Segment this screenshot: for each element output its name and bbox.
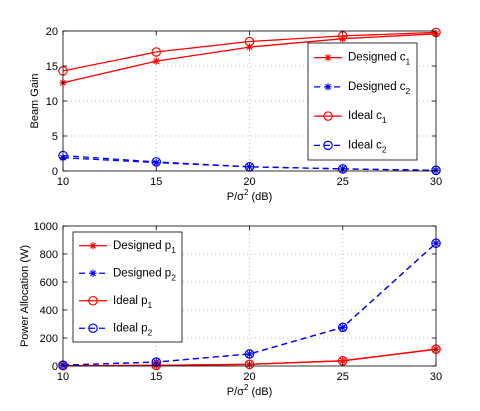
legend-marker xyxy=(88,295,98,306)
x-tick-label: 15 xyxy=(150,176,162,188)
data-point-s1-3 xyxy=(245,43,254,51)
x-tick-label: 10 xyxy=(57,176,69,188)
legend-marker xyxy=(89,269,97,277)
legend-label-name: Designed p xyxy=(113,267,171,279)
legend-marker xyxy=(88,323,98,334)
data-point-s3-2 xyxy=(151,47,162,57)
y-tick-label: 400 xyxy=(40,305,58,317)
data-point-s4-4 xyxy=(337,322,348,333)
x-axis-label-rest: (dB) xyxy=(248,191,272,203)
legend-label: Ideal c1 xyxy=(348,110,387,125)
data-point-s1-4 xyxy=(339,357,347,365)
y-tick-label: 5 xyxy=(52,131,58,143)
legend-label-name: Ideal c xyxy=(348,110,382,122)
data-point-s2-4 xyxy=(339,323,347,331)
legend-marker xyxy=(323,140,333,151)
legend-box xyxy=(307,42,418,161)
legend-label: Ideal p2 xyxy=(113,322,153,337)
series-line-3 xyxy=(62,31,437,72)
x-axis-label-rest: (dB) xyxy=(248,386,272,398)
legend-box xyxy=(72,231,183,343)
legend-label-sub: 1 xyxy=(406,57,411,67)
legend-label-name: Ideal c xyxy=(348,139,382,151)
data-point-s1-4 xyxy=(339,35,347,43)
legend-label-sub: 1 xyxy=(382,115,387,125)
legend-label: Designed c1 xyxy=(348,52,411,67)
data-point-s2-2 xyxy=(152,159,160,167)
y-tick-label: 10 xyxy=(46,96,58,108)
x-tick-label: 20 xyxy=(243,176,255,188)
data-point-s3-2 xyxy=(151,360,162,371)
legend-label-name: Ideal p xyxy=(113,322,148,334)
y-tick-label: 800 xyxy=(40,249,58,261)
data-point-s3-3 xyxy=(244,359,255,370)
series-line-4 xyxy=(62,242,437,366)
legend-label-sub: 1 xyxy=(171,245,176,255)
y-tick-label: 1000 xyxy=(34,221,58,233)
x-axis-label: P/σ2 (dB) xyxy=(227,188,272,203)
x-tick-label: 25 xyxy=(337,176,349,188)
x-axis-label-main: P/σ xyxy=(227,191,244,203)
y-axis-label: Power Allocation (W) xyxy=(19,245,31,347)
y-tick-label: 600 xyxy=(40,277,58,289)
legend-marker xyxy=(323,111,333,121)
data-point-s2-3 xyxy=(245,350,254,358)
legend-label-name: Designed p xyxy=(113,240,171,252)
legend-label: Designed p1 xyxy=(113,240,176,255)
data-point-s1-2 xyxy=(152,57,160,65)
legend-label: Designed p2 xyxy=(113,267,176,282)
legend-label-sub: 2 xyxy=(148,327,153,337)
data-point-s4-4 xyxy=(337,164,348,174)
legend-label-name: Designed c xyxy=(348,81,406,93)
x-tick-label: 25 xyxy=(337,371,349,383)
legend-marker xyxy=(324,83,332,91)
x-axis-label: P/σ2 (dB) xyxy=(227,383,272,398)
legend-label: Ideal p1 xyxy=(113,295,153,310)
y-tick-label: 15 xyxy=(46,61,58,73)
x-axis-label-sup: 2 xyxy=(244,188,249,197)
y-tick-label: 0 xyxy=(52,166,58,178)
legend-label-sub: 2 xyxy=(171,272,176,282)
x-axis-label-main: P/σ xyxy=(227,386,244,398)
y-tick-label: 0 xyxy=(52,361,58,373)
data-point-s4-2 xyxy=(151,157,162,167)
legend-label-name: Designed c xyxy=(348,52,406,64)
series-line-4 xyxy=(62,154,437,171)
y-tick-label: 200 xyxy=(40,333,58,345)
x-tick-label: 15 xyxy=(150,371,162,383)
legend-label-sub: 2 xyxy=(406,86,411,96)
legend-marker xyxy=(324,54,332,62)
legend-marker xyxy=(89,242,97,250)
legend-label-sub: 2 xyxy=(382,144,387,154)
x-tick-label: 10 xyxy=(57,371,69,383)
legend-label: Ideal c2 xyxy=(348,139,387,154)
y-axis-label: Beam Gain xyxy=(29,73,41,128)
x-tick-label: 30 xyxy=(430,176,442,188)
data-point-s2-3 xyxy=(245,163,254,171)
x-axis-label-sup: 2 xyxy=(244,383,249,392)
data-point-s4-3 xyxy=(244,349,255,359)
legend-label-name: Ideal p xyxy=(113,295,148,307)
legend-label: Designed c2 xyxy=(348,81,411,96)
y-tick-label: 20 xyxy=(46,26,58,38)
x-tick-label: 20 xyxy=(243,371,255,383)
x-tick-label: 30 xyxy=(430,371,442,383)
legend-label-sub: 1 xyxy=(148,300,153,310)
data-point-s3-3 xyxy=(244,36,255,47)
